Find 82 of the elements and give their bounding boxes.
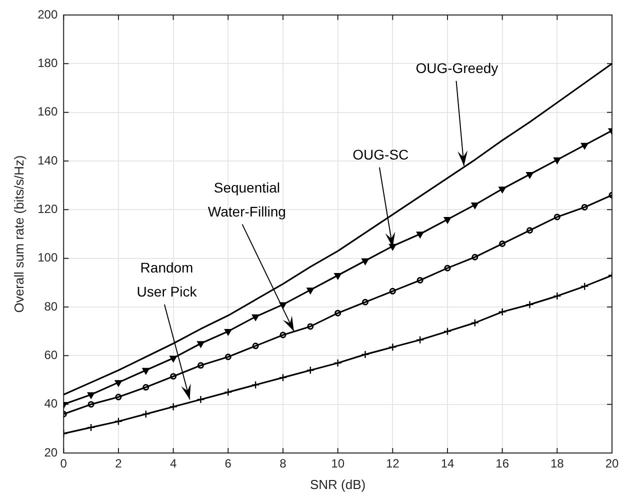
point [416, 232, 424, 238]
point [362, 258, 369, 265]
point [224, 328, 232, 336]
point [169, 402, 178, 411]
point [251, 380, 260, 389]
x-tick-label: 6 [224, 456, 232, 471]
y-tick-label: 80 [44, 299, 58, 314]
point [416, 276, 424, 284]
point [444, 264, 451, 272]
y-tick-label: 140 [38, 153, 58, 168]
point [389, 288, 396, 294]
point [362, 298, 368, 306]
point [170, 373, 177, 380]
point [554, 214, 560, 220]
point [306, 366, 314, 374]
y-tick-label: 120 [38, 202, 58, 216]
point [526, 172, 534, 178]
x-tick-label: 18 [550, 456, 564, 471]
point [142, 410, 150, 418]
point [334, 310, 342, 316]
point [498, 308, 506, 316]
point [86, 423, 96, 432]
point [252, 314, 260, 321]
point [197, 341, 204, 348]
point [334, 273, 342, 280]
point [224, 354, 232, 360]
x-tick-label: 10 [331, 456, 345, 471]
point [278, 373, 288, 382]
x-tick-label: 14 [440, 456, 454, 471]
point [526, 227, 533, 234]
x-tick-label: 4 [170, 456, 177, 471]
point [444, 217, 452, 224]
point [87, 392, 95, 399]
point [114, 417, 123, 426]
point [416, 336, 424, 344]
point [224, 388, 232, 396]
x-tick-label: 12 [386, 456, 400, 471]
point [580, 142, 588, 150]
point [307, 323, 314, 330]
point [306, 288, 314, 294]
point [472, 254, 478, 260]
y-tick-label: 200 [38, 7, 58, 22]
point [252, 342, 259, 350]
x-tick-label: 2 [115, 456, 122, 471]
annotation: OUG-SC [352, 146, 409, 162]
point [554, 157, 561, 164]
point [470, 318, 480, 327]
point [280, 332, 286, 338]
annotation: Sequential Water-Filling [208, 179, 286, 220]
point [388, 343, 397, 352]
x-axis-title: SNR (dB) [310, 476, 366, 492]
point [361, 350, 370, 359]
y-tick-label: 180 [38, 56, 58, 70]
point [88, 401, 94, 408]
x-tick-label: 8 [280, 456, 287, 471]
point [526, 300, 534, 309]
point [553, 292, 562, 300]
point [170, 356, 177, 362]
point [471, 202, 479, 209]
point [114, 380, 122, 387]
point [197, 362, 204, 369]
x-tick-label: 20 [605, 456, 619, 471]
point [499, 240, 506, 247]
point [142, 368, 150, 374]
y-tick-label: 40 [44, 396, 58, 411]
point [196, 395, 205, 404]
annotation: Random User Pick [136, 259, 198, 300]
y-tick-label: 100 [38, 250, 58, 265]
x-tick-label: 0 [60, 456, 68, 471]
y-tick-label: 20 [44, 445, 58, 460]
point [498, 186, 506, 194]
annotation: OUG-Greedy [416, 60, 498, 76]
point [142, 384, 150, 391]
point [580, 282, 589, 290]
point [334, 358, 342, 368]
y-tick-label: 60 [44, 348, 58, 362]
y-axis-title: Overall sum rate (bits/s/Hz) [11, 155, 26, 313]
point [115, 394, 122, 400]
point [581, 204, 588, 210]
y-tick-label: 160 [38, 104, 58, 119]
x-tick-label: 16 [496, 456, 510, 471]
point [443, 327, 452, 336]
